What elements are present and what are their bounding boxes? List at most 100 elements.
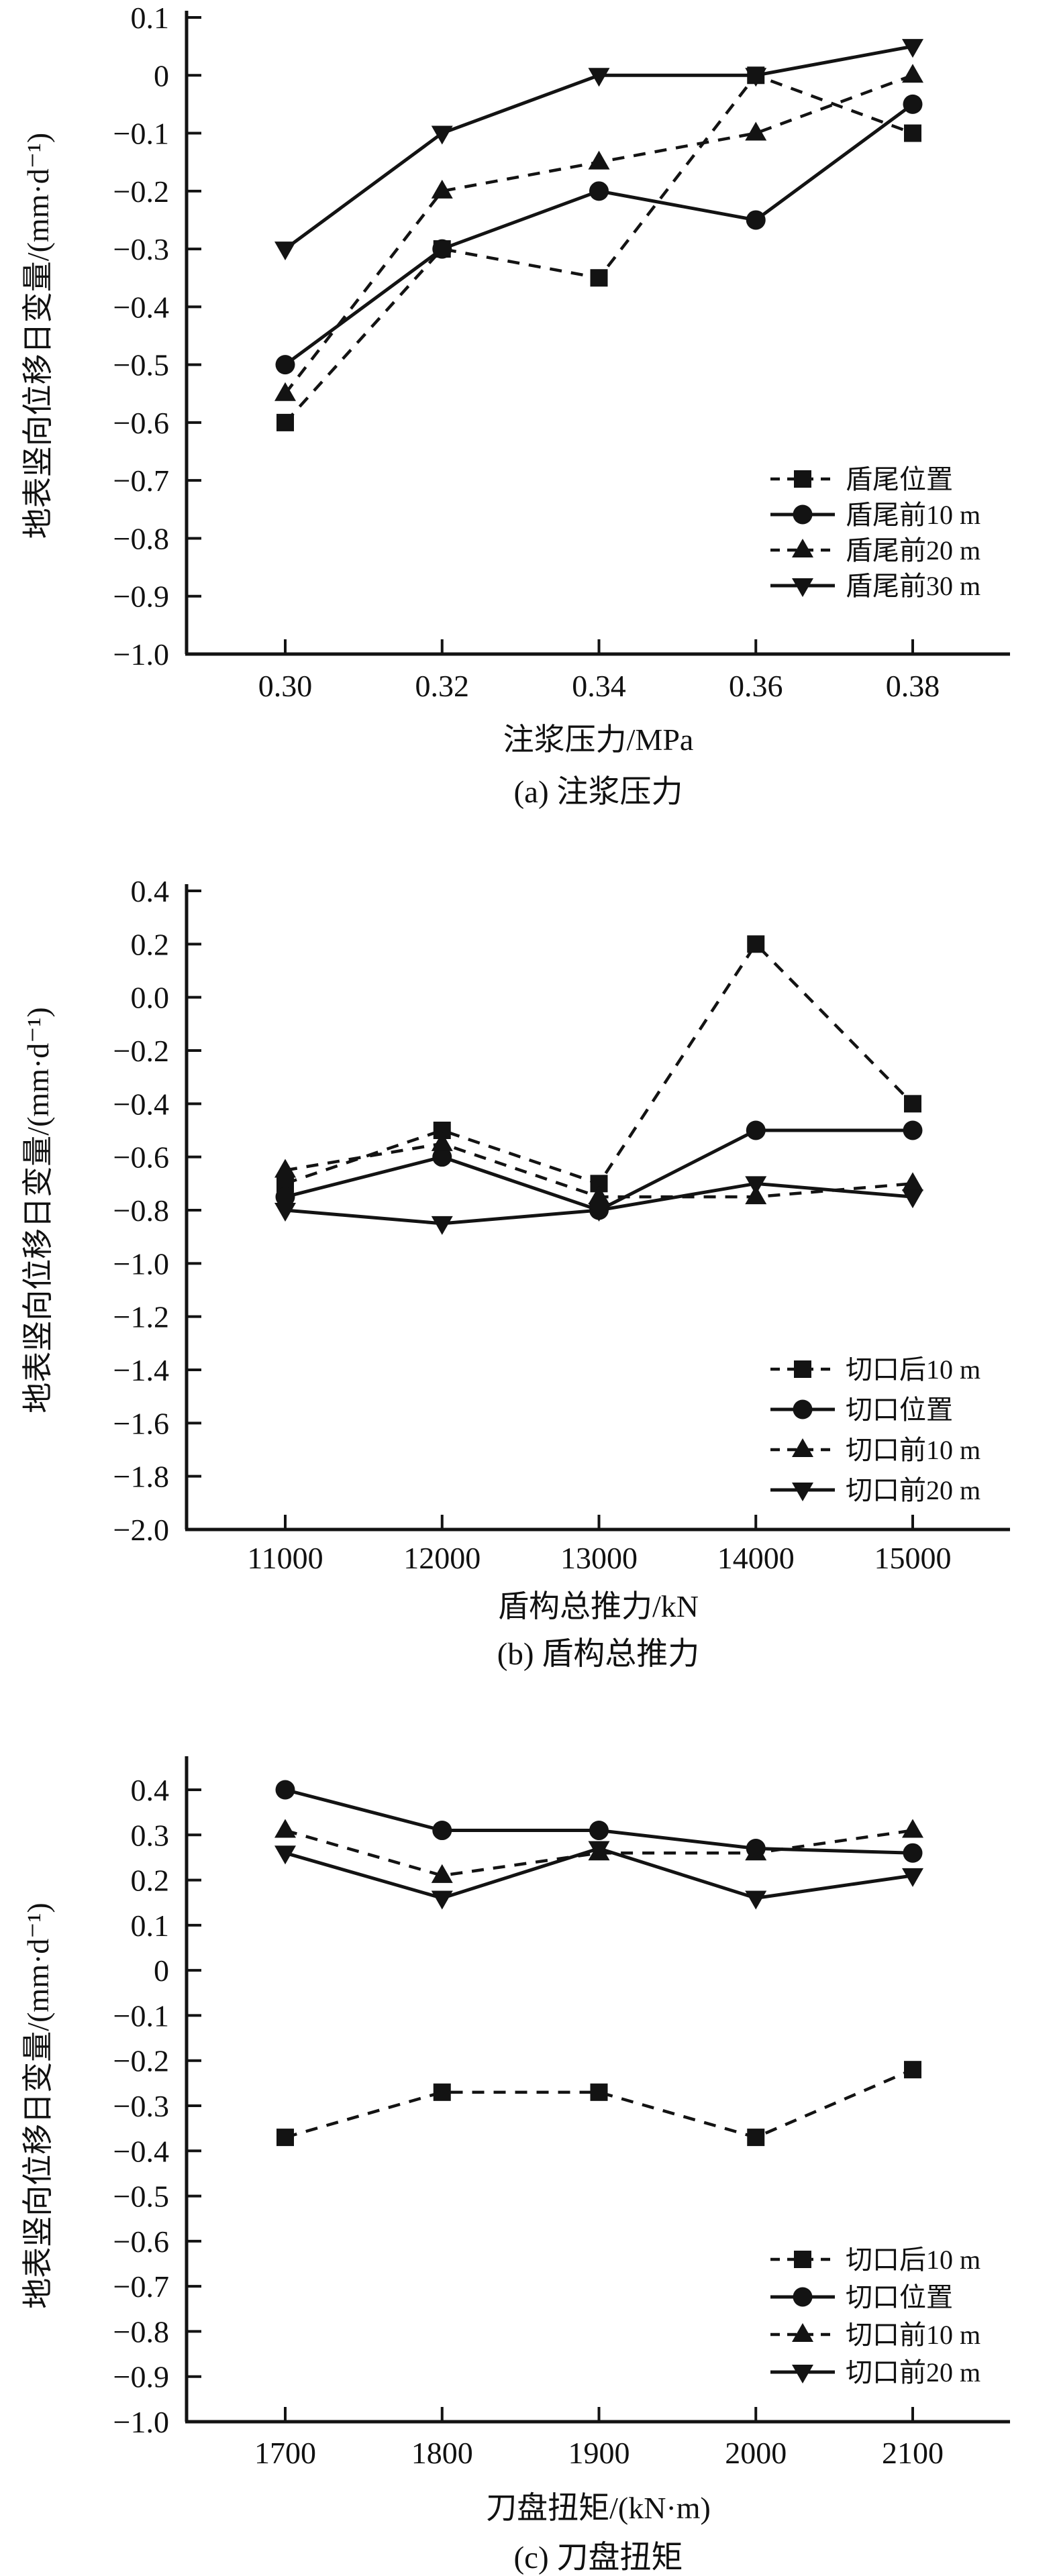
legend-marker-circle <box>793 2287 813 2307</box>
x-tick-label: 0.38 <box>886 669 940 703</box>
y-tick-label: −0.8 <box>113 521 169 555</box>
series-marker-square <box>747 2129 765 2147</box>
series-markers-triangle-down <box>274 1841 923 1910</box>
series-markers-square <box>276 66 921 431</box>
x-tick-label: 14000 <box>717 1541 795 1575</box>
series-marker-circle <box>746 1120 766 1140</box>
y-axis-title: 地表竖向位移日变量/(mm·d⁻¹) <box>21 1902 55 2308</box>
x-ticks: 1700 1800 1900 2000 2100 <box>254 2407 944 2470</box>
y-tick-label: 0 <box>154 58 169 93</box>
y-tick-label: −0.7 <box>113 464 169 498</box>
legend-marker-triangle-down <box>792 1483 813 1501</box>
series-marker-circle <box>432 239 452 259</box>
series-marker-triangle-up <box>588 1185 610 1205</box>
x-tick-label: 11000 <box>247 1541 323 1575</box>
series-marker-circle <box>903 1843 923 1863</box>
chart-panel-c: 0.4 0.3 0.2 0.1 0 −0.1 −0.2 −0.3 −0.4 −0.5 −0.6 −0.… <box>0 1717 1057 2576</box>
x-tick-label: 13000 <box>560 1541 638 1575</box>
series-marker-square <box>590 2083 608 2101</box>
legend-label: 盾尾前10 m <box>846 500 980 530</box>
y-tick-label: −0.3 <box>113 2089 169 2123</box>
chart-a-grouting-pressure: 0.1 0 −0.1 −0.2 −0.3 −0.4 −0.5 −0.6 −0.7 −0.8 −0.9… <box>21 1 1010 810</box>
y-tick-label: −0.1 <box>113 1998 169 2033</box>
series-marker-triangle-up <box>274 1819 296 1838</box>
series-marker-circle <box>903 94 923 114</box>
panel-caption: (b) 盾构总推力 <box>497 1637 700 1672</box>
legend-marker-triangle-down <box>792 578 813 597</box>
legend-marker-square <box>794 1360 811 1378</box>
y-ticks: 0.4 0.3 0.2 0.1 0 −0.1 −0.2 −0.3 −0.4 −0.5 −0.6 −0.… <box>113 1773 201 2439</box>
y-tick-label: −0.7 <box>113 2269 169 2304</box>
series-marker-square <box>433 2083 451 2101</box>
series-marker-circle <box>432 1147 452 1167</box>
series-marker-triangle-down <box>745 1176 767 1195</box>
series-marker-triangle-up <box>274 1159 296 1178</box>
y-tick-label: −1.8 <box>113 1460 169 1494</box>
series-marker-circle <box>432 1821 452 1841</box>
y-ticks: 0.4 0.2 0.0 −0.2 −0.4 −0.6 −0.8 −1.0 −1.2 −1.4 −1.… <box>113 874 201 1547</box>
y-tick-label: −1.2 <box>113 1300 169 1334</box>
legend-label: 盾尾前30 m <box>846 571 980 601</box>
series-marker-triangle-up <box>902 1819 923 1838</box>
series-line-square <box>284 73 913 424</box>
legend-marker-triangle-up <box>792 2323 813 2342</box>
series-marker-triangle-up <box>745 1841 767 1861</box>
series-marker-triangle-down <box>745 1890 767 1910</box>
legend-marker-square <box>794 470 811 488</box>
y-tick-label: −1.4 <box>113 1353 169 1387</box>
panel-caption: (a) 注浆压力 <box>514 775 683 810</box>
x-tick-label: 15000 <box>874 1541 952 1575</box>
chart-panel-a: 0.1 0 −0.1 −0.2 −0.3 −0.4 −0.5 −0.6 −0.7 −0.8 −0.9… <box>0 0 1057 859</box>
series-marker-circle <box>903 1120 923 1140</box>
legend-marker-circle <box>793 504 813 525</box>
series-marker-square <box>590 269 608 287</box>
legend-label: 切口前20 m <box>846 1475 980 1505</box>
x-tick-label: 0.30 <box>258 669 313 703</box>
series-line-square <box>285 2068 913 2139</box>
series-marker-circle <box>275 1187 295 1207</box>
series-marker-circle <box>589 181 609 201</box>
series-marker-triangle-down <box>274 241 296 261</box>
y-tick-label: −1.6 <box>113 1406 169 1440</box>
y-tick-label: −0.1 <box>113 117 169 151</box>
x-tick-label: 0.32 <box>415 669 470 703</box>
x-tick-label: 0.36 <box>729 669 783 703</box>
y-tick-label: 0.0 <box>131 981 170 1015</box>
series-line-triangle-up <box>284 74 913 395</box>
y-tick-label: 0.2 <box>131 1864 170 1898</box>
y-tick-label: −0.8 <box>113 1193 169 1228</box>
series-marker-triangle-down <box>431 1890 453 1910</box>
series-marker-triangle-up <box>431 179 453 199</box>
series-marker-square <box>276 413 294 431</box>
legend-label: 盾尾前20 m <box>846 535 980 566</box>
y-tick-label: −2.0 <box>113 1513 169 1547</box>
series-marker-triangle-up <box>745 121 767 141</box>
panel-caption: (c) 刀盘扭矩 <box>514 2540 683 2575</box>
y-tick-label: 0.4 <box>131 1773 170 1807</box>
x-tick-label: 2000 <box>725 2436 787 2470</box>
legend-label: 切口前10 m <box>846 2320 980 2350</box>
x-tick-label: 12000 <box>403 1541 481 1575</box>
series-line-triangle-up <box>285 1829 913 1878</box>
series-marker-triangle-down <box>431 1216 453 1235</box>
y-tick-label: 0 <box>154 1953 169 1988</box>
x-tick-label: 2100 <box>882 2436 944 2470</box>
series-marker-triangle-up <box>274 382 296 401</box>
series-markers-triangle-up <box>274 64 923 401</box>
series-marker-triangle-up <box>902 64 923 83</box>
series-markers-square <box>276 2061 921 2147</box>
x-tick-label: 1900 <box>568 2436 630 2470</box>
y-tick-label: 0.3 <box>131 1818 170 1852</box>
legend-label: 切口前10 m <box>846 1435 980 1465</box>
y-tick-label: −0.3 <box>113 232 169 266</box>
series-marker-circle <box>589 1821 609 1841</box>
y-tick-label: −0.9 <box>113 580 169 614</box>
series-line-square <box>285 941 914 1186</box>
x-tick-label: 0.34 <box>572 669 626 703</box>
y-tick-label: −0.2 <box>113 2044 169 2078</box>
x-tick-label: 1700 <box>254 2436 316 2470</box>
series-marker-triangle-up <box>431 1132 453 1151</box>
x-ticks: 0.30 0.32 0.34 0.36 0.38 <box>258 639 940 703</box>
